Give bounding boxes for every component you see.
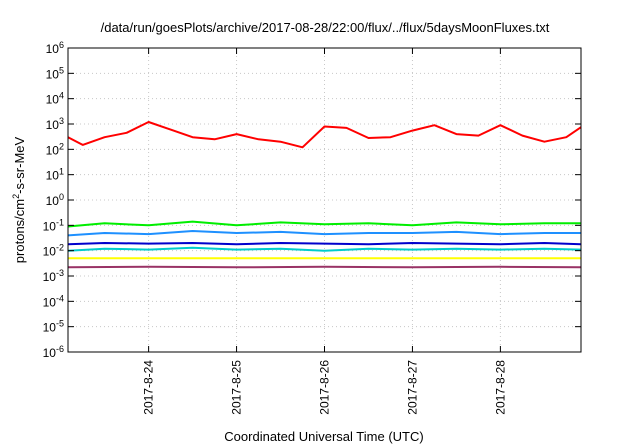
y-tick-label-exponent: 2 <box>59 141 64 151</box>
y-axis-label: protons/cm2-s-sr-MeV <box>11 136 27 263</box>
y-tick-label-base: 10 <box>46 42 60 56</box>
y-tick-label-exponent: -1 <box>56 217 64 227</box>
y-tick-label: 104 <box>46 91 64 107</box>
y-tick-label-exponent: 4 <box>59 91 64 101</box>
series-group <box>67 121 582 269</box>
y-tick-label: 101 <box>46 167 64 183</box>
y-tick-label-base: 10 <box>46 143 60 157</box>
y-tick-label-base: 10 <box>43 321 57 335</box>
y-tick-label: 10-1 <box>43 217 64 233</box>
y-tick-label-base: 10 <box>46 194 60 208</box>
y-tick-label-exponent: -6 <box>56 344 64 354</box>
chart-title: /data/run/goesPlots/archive/2017-08-28/2… <box>101 20 550 35</box>
y-tick-label-base: 10 <box>43 245 57 259</box>
y-tick-label-exponent: -5 <box>56 319 64 329</box>
y-tick-label: 105 <box>46 65 64 81</box>
y-tick-label: 10-2 <box>43 243 64 259</box>
y-tick-label-base: 10 <box>46 169 60 183</box>
series-line-2 <box>67 220 581 228</box>
y-tick-label-exponent: 1 <box>59 167 64 177</box>
y-axis: 10-610-510-410-310-210-11001011021031041… <box>43 40 581 360</box>
y-tick-label-exponent: -4 <box>56 293 64 303</box>
x-tick-label: 2017-8-26 <box>318 360 332 415</box>
y-tick-label: 102 <box>46 141 64 157</box>
x-tick-label: 2017-8-24 <box>142 360 156 415</box>
y-tick-label: 10-4 <box>43 293 64 309</box>
y-axis-label-prefix: protons/cm <box>12 199 27 263</box>
y-tick-label-exponent: 5 <box>59 65 64 75</box>
grid <box>68 47 581 353</box>
x-tick-label: 2017-8-25 <box>230 360 244 415</box>
y-axis-label-superscript: 2 <box>11 194 21 199</box>
y-tick-label-exponent: -2 <box>56 243 64 253</box>
y-tick-label-exponent: -3 <box>56 268 64 278</box>
y-tick-label: 10-5 <box>43 319 64 335</box>
y-tick-label-exponent: 6 <box>59 40 64 50</box>
series-line-3 <box>67 230 581 237</box>
y-tick-label: 10-6 <box>43 344 64 360</box>
series-line-4 <box>67 246 582 252</box>
x-tick-label: 2017-8-27 <box>405 360 419 415</box>
series-line-7 <box>67 265 582 269</box>
series-line-5 <box>67 242 582 246</box>
y-tick-label-base: 10 <box>43 346 57 360</box>
x-tick-label: 2017-8-28 <box>493 360 507 415</box>
y-tick-label: 100 <box>46 192 64 208</box>
x-axis: 2017-8-24 2017-8-25 2017-8-26 2017-8-27 2017… <box>142 48 507 415</box>
y-tick-label: 10-3 <box>43 268 64 284</box>
y-tick-label-base: 10 <box>46 118 60 132</box>
y-tick-label-base: 10 <box>43 270 57 284</box>
y-tick-label: 106 <box>46 40 64 56</box>
x-axis-label: Coordinated Universal Time (UTC) <box>224 429 423 444</box>
y-tick-label-base: 10 <box>46 67 60 81</box>
y-tick-label-base: 10 <box>46 93 60 107</box>
y-tick-label-exponent: 3 <box>59 116 64 126</box>
y-tick-label-base: 10 <box>43 219 57 233</box>
series-line-1 <box>67 121 582 149</box>
y-tick-label-base: 10 <box>43 295 57 309</box>
y-axis-label-suffix: -s-sr-MeV <box>12 136 27 193</box>
y-tick-label: 103 <box>46 116 64 132</box>
y-tick-label-exponent: 0 <box>59 192 64 202</box>
